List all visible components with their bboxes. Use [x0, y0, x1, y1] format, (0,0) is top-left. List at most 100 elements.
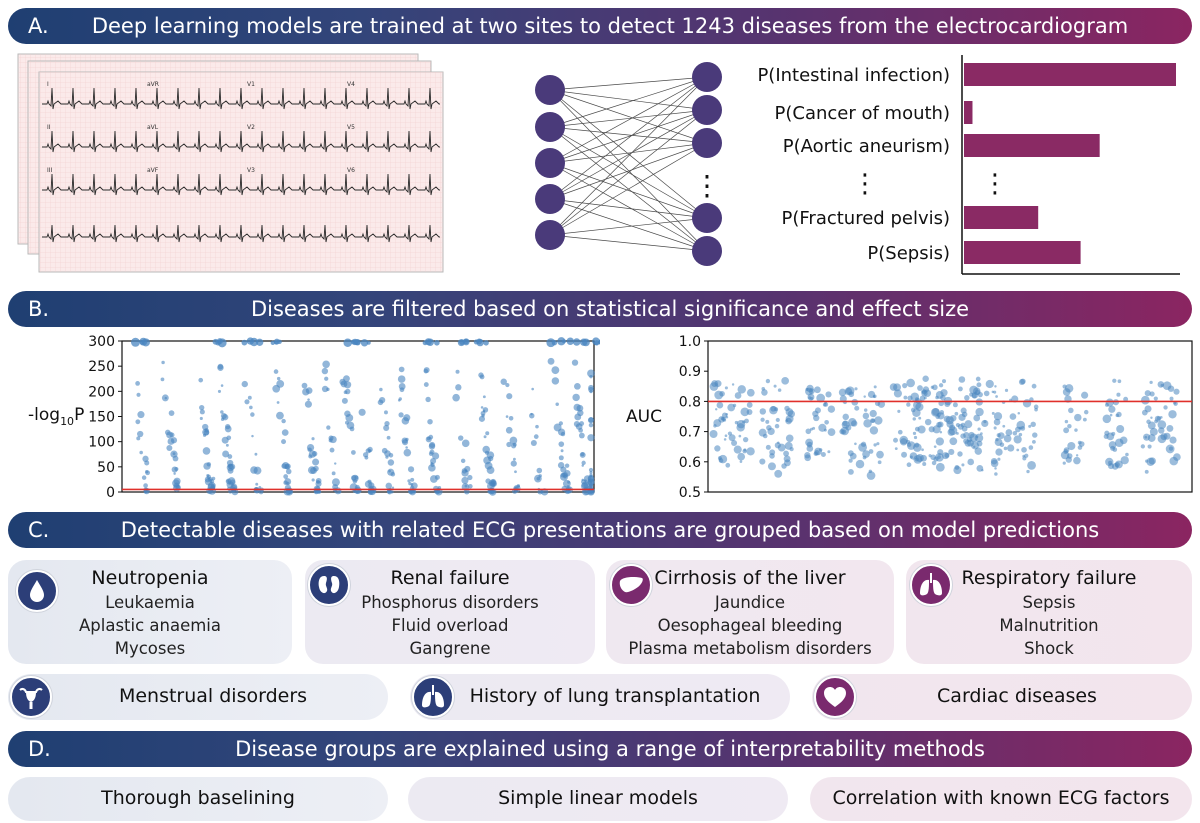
scatter-point [322, 360, 330, 369]
scatter-point [587, 369, 595, 378]
scatter-point [900, 438, 908, 446]
scatter-point [718, 458, 724, 463]
scatter-point [725, 415, 729, 419]
scatter-point [480, 406, 484, 409]
scatter-point [362, 452, 369, 458]
scatter-point [991, 390, 995, 394]
scatter-point [824, 419, 829, 425]
scatter-point [912, 408, 921, 417]
section-c-banner: C. Detectable diseases with related ECG … [8, 512, 1192, 548]
scatter-point [226, 459, 234, 467]
scatter-point [226, 435, 232, 441]
scatter-point [505, 415, 509, 418]
input-node [535, 75, 565, 105]
scatter-point [1140, 444, 1145, 449]
scatter-point [273, 369, 279, 374]
neural-network: ⋮ [535, 62, 722, 266]
scatter-point [311, 478, 315, 482]
scatter-point [725, 413, 729, 416]
scatter-point [558, 455, 564, 461]
scatter-point [390, 471, 396, 477]
scatter-point [173, 472, 176, 475]
scatter-point [1120, 456, 1129, 465]
input-node [535, 184, 565, 214]
scatter-point [588, 482, 594, 488]
scatter-point [1062, 384, 1067, 389]
scatter-point [769, 449, 776, 456]
scatter-point [581, 464, 584, 467]
scatter-point [919, 395, 926, 401]
scatter-point [1123, 396, 1129, 402]
scatter-point [326, 387, 330, 392]
scatter-point [724, 434, 728, 438]
scatter-point [816, 393, 826, 403]
scatter-point [364, 480, 373, 488]
scatter-point [338, 490, 342, 494]
scatter-point [594, 340, 600, 346]
group-item: Leukaemia [105, 593, 195, 612]
scatter-point [1111, 463, 1119, 470]
scatter-point [897, 429, 903, 435]
scatter-point [820, 452, 826, 457]
scatter-point [388, 452, 394, 458]
scatter-point [202, 423, 209, 431]
method-label: Correlation with known ECG factors [832, 787, 1170, 809]
scatter-point [577, 409, 584, 417]
scatter-point [463, 338, 469, 345]
scatter-point [428, 443, 436, 450]
network-edge [549, 109, 708, 236]
scatter-point [937, 421, 944, 428]
scatter-point [485, 478, 491, 484]
scatter-point [1144, 390, 1151, 397]
network-edge [549, 76, 708, 200]
scatter-point [940, 394, 946, 401]
scatter-point [784, 405, 790, 412]
scatter-point [869, 426, 879, 435]
scatter-point [423, 382, 429, 387]
section-c-letter: C. [28, 518, 50, 542]
scatter-point [407, 466, 415, 473]
scatter-point [425, 396, 431, 403]
scatter-point [136, 392, 141, 397]
scatter-point [506, 393, 513, 400]
scatter-point [761, 386, 766, 391]
scatter-point [562, 471, 568, 478]
scatter-point [483, 340, 489, 346]
scatter-point [1032, 439, 1036, 444]
scatter-point [455, 369, 460, 374]
scatter-point [398, 383, 406, 390]
scatter-point [143, 483, 148, 488]
scatter-point [476, 338, 483, 345]
scatter-point [1147, 421, 1156, 430]
scatter-point [746, 388, 755, 397]
scatter-point [574, 382, 581, 390]
scatter-point [932, 384, 938, 391]
scatter-point [311, 437, 315, 441]
scatter-point [746, 402, 753, 408]
scatter-point [551, 339, 558, 346]
scatter-point [1074, 428, 1078, 432]
scatter-point [913, 443, 922, 452]
scatter-point [1002, 424, 1006, 428]
scatter-point [199, 409, 205, 415]
scatter-point [993, 426, 997, 430]
scatter-point [220, 413, 227, 419]
scatter-point [728, 434, 736, 442]
group-pill-lung-transplantation: History of lung transplantation [410, 674, 790, 720]
scatter-point [840, 426, 849, 436]
scatter-point [714, 445, 721, 452]
network-edge [549, 89, 708, 111]
network-edge [549, 109, 708, 164]
scatter-point [198, 377, 204, 383]
scatter-point [572, 393, 580, 402]
scatter-point [210, 483, 215, 488]
scatter-point [1063, 427, 1070, 434]
network-edge [549, 76, 708, 236]
scatter-point [777, 441, 780, 444]
scatter-point [805, 428, 812, 435]
scatter-point [760, 417, 765, 422]
scatter-point [341, 397, 348, 404]
scatter-point [136, 436, 141, 441]
scatter-point [379, 397, 386, 404]
